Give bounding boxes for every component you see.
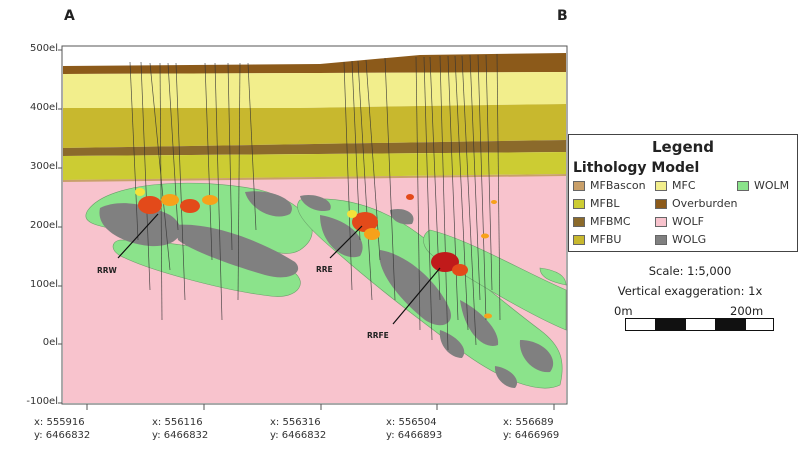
wolg-body [519,340,554,373]
wolm-zone [539,267,567,286]
legend-item: MFBascon [573,179,646,193]
elevation-label: 400el [29,102,58,113]
mfbl-unit [63,152,566,180]
wolg-body [99,203,181,247]
legend-item: WOLG [655,233,706,247]
deposit-label-rrw: RRW [97,266,118,275]
coordinate-label: x: 556316 y: 6466832 [270,417,327,441]
scale-start-label: 0m [614,304,633,318]
mineralization-rre [347,194,414,240]
mfbmc-unit [63,140,566,156]
leader-rrfe [392,267,441,325]
legend-swatch [655,181,667,191]
legend-item: MFBU [573,233,621,247]
legend-title: Legend [651,138,715,156]
section-end-label: B [557,8,568,24]
deposit-label-rre: RRE [316,265,333,274]
legend-item: Overburden [655,197,737,211]
legend-item: MFBL [573,197,620,211]
elevation-label: 100el [29,279,58,290]
mineralization-rrfe [431,200,497,319]
wolg-body [300,194,331,212]
wolg-body [320,215,363,258]
deposit-label-rrfe: RRFE [367,331,389,340]
leader-rre [329,225,363,259]
leader-rrw [117,213,159,259]
wolm-zone [423,229,567,331]
legend-swatch [655,199,667,209]
legend-item: WOLM [737,179,789,193]
legend-panel: Legend Lithology Model MFBascon MFBL MFB… [568,134,798,252]
coordinate-label: x: 556504 y: 6466893 [386,417,443,441]
mfbu-unit [63,104,566,148]
coordinate-label: x: 555916 y: 6466832 [34,417,91,441]
mfc-unit [63,72,566,108]
scale-ratio: Scale: 1:5,000 [648,264,732,278]
drill-holes [129,53,501,351]
scale-bar [625,318,774,331]
wolg-body [245,191,292,217]
coordinate-label: x: 556689 y: 6466969 [503,417,560,441]
elevation-label: 300el [29,161,58,172]
elevation-label: 0el [42,337,58,348]
legend-swatch [737,181,749,191]
legend-subtitle: Lithology Model [573,160,700,176]
legend-item: MFC [655,179,696,193]
easting-ticks [86,404,555,410]
wolg-body [494,366,518,388]
legend-item: MFBMC [573,215,631,229]
wolg-body [379,250,451,326]
wolg-body [460,300,499,346]
mfbascon-unit [63,174,566,182]
section-start-label: A [64,8,75,24]
vertical-exaggeration: Vertical exaggeration: 1x [617,284,763,298]
wolg-body [175,224,299,278]
elevation-label: 200el [29,220,58,231]
wolg-body [390,208,414,225]
legend-item: WOLF [655,215,704,229]
legend-swatch [573,181,585,191]
legend-swatch [655,217,667,227]
coordinate-label: x: 556116 y: 6466832 [152,417,209,441]
elevation-label: 500el [29,43,58,54]
legend-swatch [573,217,585,227]
elevation-label: -100el [26,396,58,407]
wolg-body [439,330,465,358]
elevation-ticks [58,49,62,404]
scale-end-label: 200m [730,304,764,318]
mineralization-rrw [135,188,218,214]
legend-swatch [573,235,585,245]
legend-swatch [655,235,667,245]
legend-swatch [573,199,585,209]
